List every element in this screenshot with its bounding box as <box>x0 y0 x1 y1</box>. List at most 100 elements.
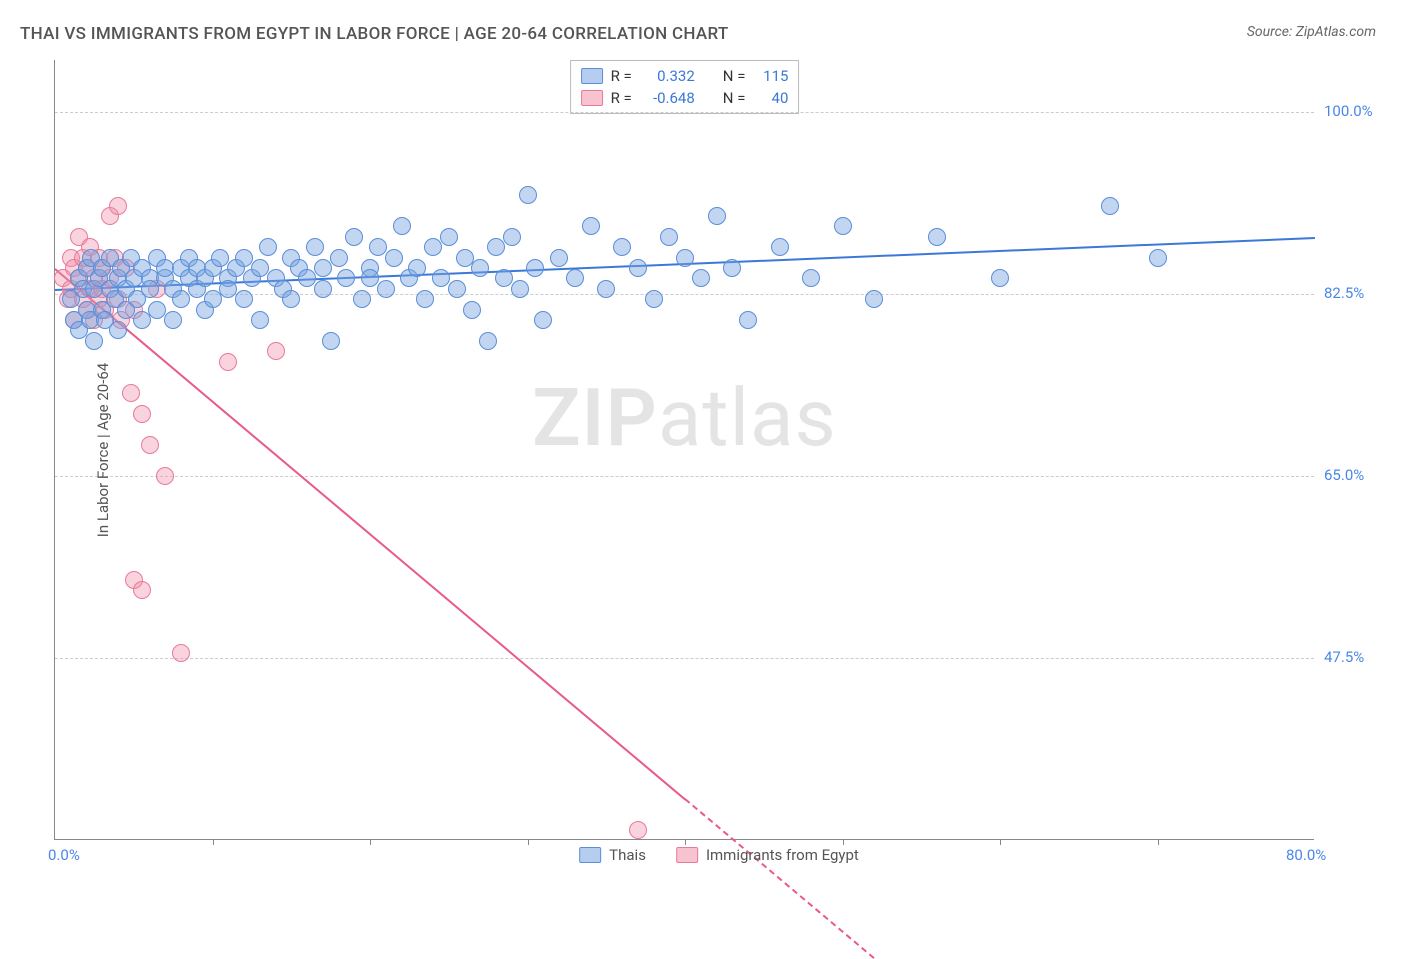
data-point-blue <box>424 238 442 256</box>
legend-label: Immigrants from Egypt <box>706 846 859 864</box>
plot-region: ZIPatlas R =0.332N =115R =-0.648N =40 <box>54 60 1314 840</box>
gridline <box>55 658 1314 659</box>
x-axis-min-label: 0.0% <box>48 846 80 864</box>
data-point-blue <box>928 228 946 246</box>
data-point-blue <box>991 269 1009 287</box>
trend-line-pink <box>684 799 874 959</box>
legend-stat-row: R =0.332N =115 <box>581 65 789 87</box>
x-tick <box>685 839 686 845</box>
legend-swatch-blue <box>581 68 603 84</box>
n-label: N = <box>723 89 746 107</box>
data-point-blue <box>582 217 600 235</box>
data-point-blue <box>802 269 820 287</box>
watermark: ZIPatlas <box>532 371 837 465</box>
data-point-blue <box>377 280 395 298</box>
data-point-blue <box>432 269 450 287</box>
data-point-blue <box>692 269 710 287</box>
data-point-blue <box>519 186 537 204</box>
data-point-blue <box>211 249 229 267</box>
data-point-blue <box>739 311 757 329</box>
data-point-blue <box>85 332 103 350</box>
data-point-blue <box>204 290 222 308</box>
y-tick-label: 82.5% <box>1324 284 1364 302</box>
data-point-blue <box>148 301 166 319</box>
n-value: 40 <box>753 89 788 107</box>
r-value: 0.332 <box>640 67 695 85</box>
data-point-pink <box>109 197 127 215</box>
data-point-blue <box>645 290 663 308</box>
data-point-blue <box>172 290 190 308</box>
y-tick-label: 65.0% <box>1324 466 1364 484</box>
legend-stat-row: R =-0.648N =40 <box>581 87 789 109</box>
data-point-pink <box>629 821 647 839</box>
data-point-blue <box>251 259 269 277</box>
data-point-blue <box>479 332 497 350</box>
trend-line-pink <box>54 268 685 800</box>
y-tick-label: 100.0% <box>1324 102 1373 120</box>
data-point-blue <box>708 207 726 225</box>
data-point-blue <box>440 228 458 246</box>
data-point-blue <box>306 238 324 256</box>
legend-swatch-pink <box>581 90 603 106</box>
source-attribution: Source: ZipAtlas.com <box>1247 24 1376 40</box>
data-point-blue <box>416 290 434 308</box>
x-tick <box>1158 839 1159 845</box>
data-point-pink <box>122 384 140 402</box>
data-point-blue <box>456 249 474 267</box>
data-point-blue <box>597 280 615 298</box>
y-axis-label: In Labor Force | Age 20-64 <box>94 363 112 537</box>
r-value: -0.648 <box>640 89 695 107</box>
data-point-blue <box>534 311 552 329</box>
x-axis-max-label: 80.0% <box>1286 846 1326 864</box>
data-point-pink <box>219 353 237 371</box>
data-point-blue <box>771 238 789 256</box>
data-point-blue <box>361 269 379 287</box>
legend-series: Thais Immigrants from Egypt <box>579 846 859 864</box>
legend-item-blue: Thais <box>579 846 646 864</box>
data-point-blue <box>463 301 481 319</box>
legend-swatch-blue <box>579 847 601 863</box>
data-point-blue <box>259 238 277 256</box>
x-tick <box>1000 839 1001 845</box>
y-tick-label: 47.5% <box>1324 648 1364 666</box>
chart-title: THAI VS IMMIGRANTS FROM EGYPT IN LABOR F… <box>20 24 729 44</box>
data-point-blue <box>1101 197 1119 215</box>
data-point-blue <box>566 269 584 287</box>
x-tick <box>528 839 529 845</box>
data-point-blue <box>448 280 466 298</box>
data-point-blue <box>314 259 332 277</box>
data-point-blue <box>408 259 426 277</box>
x-tick <box>843 839 844 845</box>
data-point-blue <box>353 290 371 308</box>
data-point-blue <box>314 280 332 298</box>
data-point-blue <box>133 311 151 329</box>
data-point-blue <box>385 249 403 267</box>
data-point-blue <box>511 280 529 298</box>
n-label: N = <box>723 67 746 85</box>
data-point-blue <box>251 311 269 329</box>
data-point-blue <box>393 217 411 235</box>
data-point-blue <box>613 238 631 256</box>
data-point-blue <box>219 280 237 298</box>
data-point-pink <box>133 581 151 599</box>
data-point-blue <box>164 311 182 329</box>
data-point-blue <box>629 259 647 277</box>
data-point-blue <box>865 290 883 308</box>
gridline <box>55 476 1314 477</box>
data-point-blue <box>369 238 387 256</box>
legend-label: Thais <box>609 846 646 864</box>
data-point-pink <box>141 436 159 454</box>
n-value: 115 <box>753 67 788 85</box>
data-point-blue <box>471 259 489 277</box>
data-point-blue <box>834 217 852 235</box>
data-point-blue <box>660 228 678 246</box>
data-point-blue <box>345 228 363 246</box>
data-point-blue <box>322 332 340 350</box>
data-point-blue <box>1149 249 1167 267</box>
data-point-blue <box>235 249 253 267</box>
data-point-blue <box>503 228 521 246</box>
data-point-blue <box>676 249 694 267</box>
data-point-blue <box>330 249 348 267</box>
data-point-blue <box>526 259 544 277</box>
legend-swatch-pink <box>676 847 698 863</box>
